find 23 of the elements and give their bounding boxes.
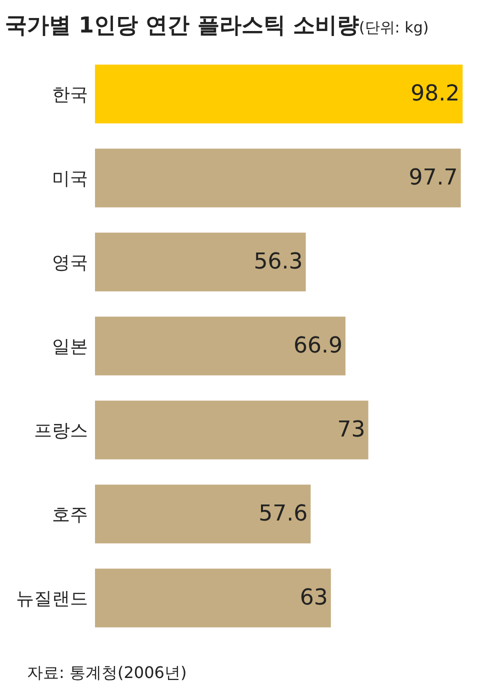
chart-subtitle: (단위: kg): [358, 18, 429, 37]
data-label: 73: [337, 418, 366, 442]
bar: [95, 316, 346, 376]
data-label: 66.9: [293, 334, 342, 358]
y-tick-label: 뉴질랜드: [16, 588, 88, 610]
y-tick-label: 미국: [52, 168, 88, 190]
bar: [95, 148, 461, 208]
data-label: 57.6: [258, 502, 308, 526]
bar: [95, 400, 368, 460]
y-tick-label: 일본: [52, 336, 88, 358]
data-label: 98.2: [410, 82, 460, 106]
data-label: 56.3: [254, 250, 303, 274]
data-label: 97.7: [408, 166, 458, 190]
text: 자료: 통계청(2006년): [27, 663, 187, 682]
y-tick-label: 호주: [52, 504, 88, 526]
bar: [95, 568, 331, 628]
data-label: 63: [300, 586, 328, 610]
bar: [95, 232, 306, 292]
y-tick-label: 영국: [52, 252, 88, 274]
bar: [95, 484, 311, 544]
y-tick-label: 프랑스: [34, 420, 88, 442]
y-tick-label: 한국: [52, 84, 88, 106]
bar: [95, 64, 463, 124]
